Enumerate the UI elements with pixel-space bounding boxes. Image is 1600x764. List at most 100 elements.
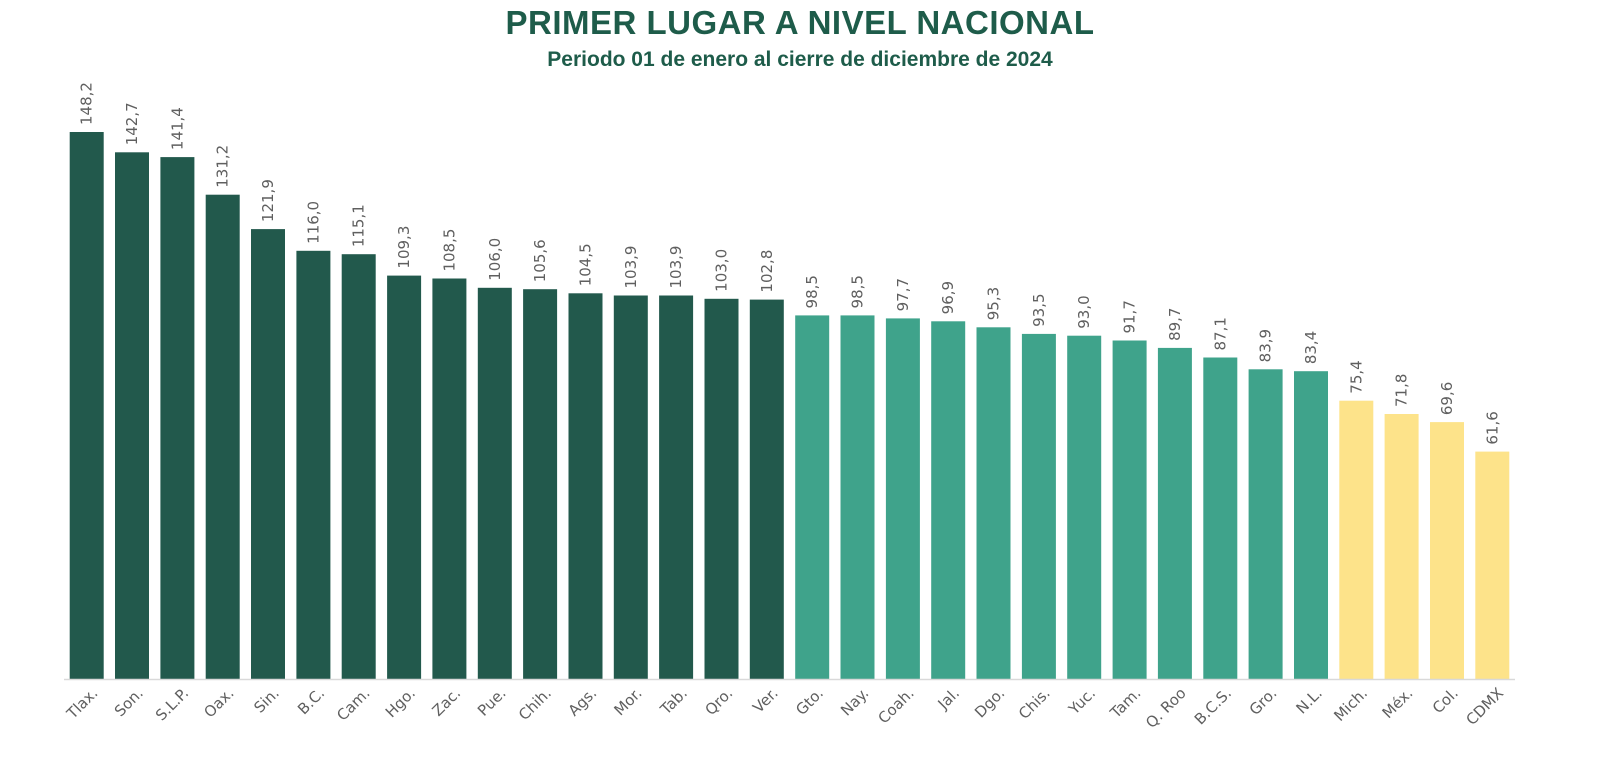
category-label: Jal. bbox=[934, 684, 963, 713]
category-label: Tlax. bbox=[62, 684, 101, 723]
bar-sin bbox=[251, 229, 285, 679]
value-label: 121,9 bbox=[259, 179, 277, 222]
value-label: 108,5 bbox=[440, 229, 458, 272]
value-label: 115,1 bbox=[350, 204, 368, 247]
value-label: 95,3 bbox=[985, 287, 1003, 320]
value-label: 61,6 bbox=[1483, 411, 1501, 444]
value-label: 104,5 bbox=[576, 243, 594, 286]
value-label: 98,5 bbox=[803, 275, 821, 308]
category-label: Dgo. bbox=[971, 684, 1008, 721]
bar-son bbox=[115, 152, 149, 680]
category-label: Qro. bbox=[701, 684, 736, 719]
bar-cdmx bbox=[1475, 451, 1510, 679]
category-label: Mor. bbox=[610, 684, 645, 719]
category-label: Oax. bbox=[200, 684, 237, 721]
bar-nay bbox=[840, 315, 875, 679]
bar-gro bbox=[1248, 369, 1283, 679]
category-label: Hgo. bbox=[382, 684, 419, 721]
value-label: 141,4 bbox=[168, 107, 186, 150]
bar-col bbox=[1430, 422, 1464, 679]
category-label: Gto. bbox=[792, 684, 827, 719]
bar-hgo bbox=[387, 275, 422, 679]
category-label: Q. Roo bbox=[1142, 684, 1190, 732]
value-label: 93,5 bbox=[1030, 293, 1048, 326]
category-label: Sin. bbox=[250, 684, 283, 717]
category-label: Tam. bbox=[1106, 684, 1144, 722]
bar-tam bbox=[1112, 340, 1147, 679]
value-label: 131,2 bbox=[214, 145, 232, 188]
value-label: 106,0 bbox=[486, 238, 504, 281]
bar-ver bbox=[749, 299, 784, 679]
value-label: 103,9 bbox=[667, 246, 685, 289]
category-label: CDMX bbox=[1462, 684, 1507, 729]
value-label: 93,0 bbox=[1075, 295, 1093, 328]
category-label: Coah. bbox=[874, 684, 917, 727]
category-label: Chis. bbox=[1015, 684, 1054, 723]
category-label: Chih. bbox=[515, 684, 555, 724]
category-label: Pue. bbox=[474, 684, 510, 720]
category-label: Col. bbox=[1429, 684, 1462, 717]
bar-b-c-s bbox=[1203, 357, 1238, 679]
bar-m-x bbox=[1384, 414, 1419, 679]
bar-oax bbox=[205, 194, 240, 679]
category-label: Nay. bbox=[837, 684, 872, 719]
bar-s-l-p bbox=[160, 157, 195, 680]
category-label: Mich. bbox=[1330, 684, 1371, 725]
value-label: 105,6 bbox=[531, 239, 549, 282]
category-label: Ver. bbox=[749, 684, 781, 716]
value-label: 91,7 bbox=[1121, 300, 1139, 333]
value-label: 102,8 bbox=[758, 250, 776, 293]
bar-b-c bbox=[296, 250, 331, 680]
value-label: 148,2 bbox=[78, 82, 96, 125]
category-label: Méx. bbox=[1379, 684, 1417, 722]
bar-coah bbox=[885, 318, 920, 679]
value-label: 69,6 bbox=[1438, 382, 1456, 415]
value-label: 71,8 bbox=[1393, 374, 1411, 407]
bar-tab bbox=[659, 295, 694, 679]
bar-pue bbox=[477, 287, 512, 679]
category-label: Gro. bbox=[1246, 684, 1281, 719]
bar-zac bbox=[432, 278, 467, 679]
category-labels-group: Tlax. Son. S.L.P. Oax. Sin. B.C. Cam. Hgo. Zac. P… bbox=[62, 684, 1507, 732]
category-label: Zac. bbox=[429, 684, 465, 720]
category-label: N.L. bbox=[1292, 684, 1325, 717]
value-label: 109,3 bbox=[395, 226, 413, 269]
bar-jal bbox=[931, 321, 966, 679]
category-label: B.C. bbox=[294, 684, 328, 718]
category-label: S.L.P. bbox=[152, 684, 192, 724]
value-label: 116,0 bbox=[304, 201, 322, 244]
value-label: 83,9 bbox=[1257, 329, 1275, 362]
bar-tlax bbox=[69, 132, 104, 679]
bar-chis bbox=[1021, 333, 1056, 679]
category-label: B.C.S. bbox=[1191, 684, 1235, 728]
bar-yuc bbox=[1067, 335, 1102, 679]
value-label: 103,9 bbox=[622, 246, 640, 289]
category-label: Tab. bbox=[656, 684, 691, 719]
category-label: Son. bbox=[111, 684, 147, 720]
value-label: 142,7 bbox=[123, 102, 141, 145]
bar-q-roo bbox=[1157, 347, 1192, 679]
value-label: 89,7 bbox=[1166, 308, 1184, 341]
value-label: 83,4 bbox=[1302, 331, 1320, 364]
value-label: 87,1 bbox=[1211, 317, 1229, 350]
value-label: 75,4 bbox=[1347, 360, 1365, 393]
category-label: Yuc. bbox=[1064, 684, 1099, 719]
bar-gto bbox=[795, 315, 830, 679]
value-label: 103,0 bbox=[712, 249, 730, 292]
value-labels-group: 148,2 142,7 141,4 131,2 121,9 116,0 115,1 109,3… bbox=[78, 82, 1502, 445]
chart-title: PRIMER LUGAR A NIVEL NACIONAL bbox=[505, 4, 1095, 41]
bar-mich bbox=[1339, 400, 1374, 679]
bar-mor bbox=[613, 295, 648, 679]
bar-n-l bbox=[1294, 371, 1328, 679]
bar-cam bbox=[341, 254, 376, 679]
category-label: Ags. bbox=[565, 684, 601, 720]
value-label: 98,5 bbox=[849, 275, 867, 308]
bars-group bbox=[69, 132, 1510, 680]
value-label: 97,7 bbox=[894, 278, 912, 311]
bar-ags bbox=[568, 293, 603, 679]
chart-subtitle: Periodo 01 de enero al cierre de diciemb… bbox=[547, 48, 1053, 71]
bar-dgo bbox=[976, 327, 1011, 679]
bar-qro bbox=[704, 298, 739, 679]
value-label: 96,9 bbox=[939, 281, 957, 314]
